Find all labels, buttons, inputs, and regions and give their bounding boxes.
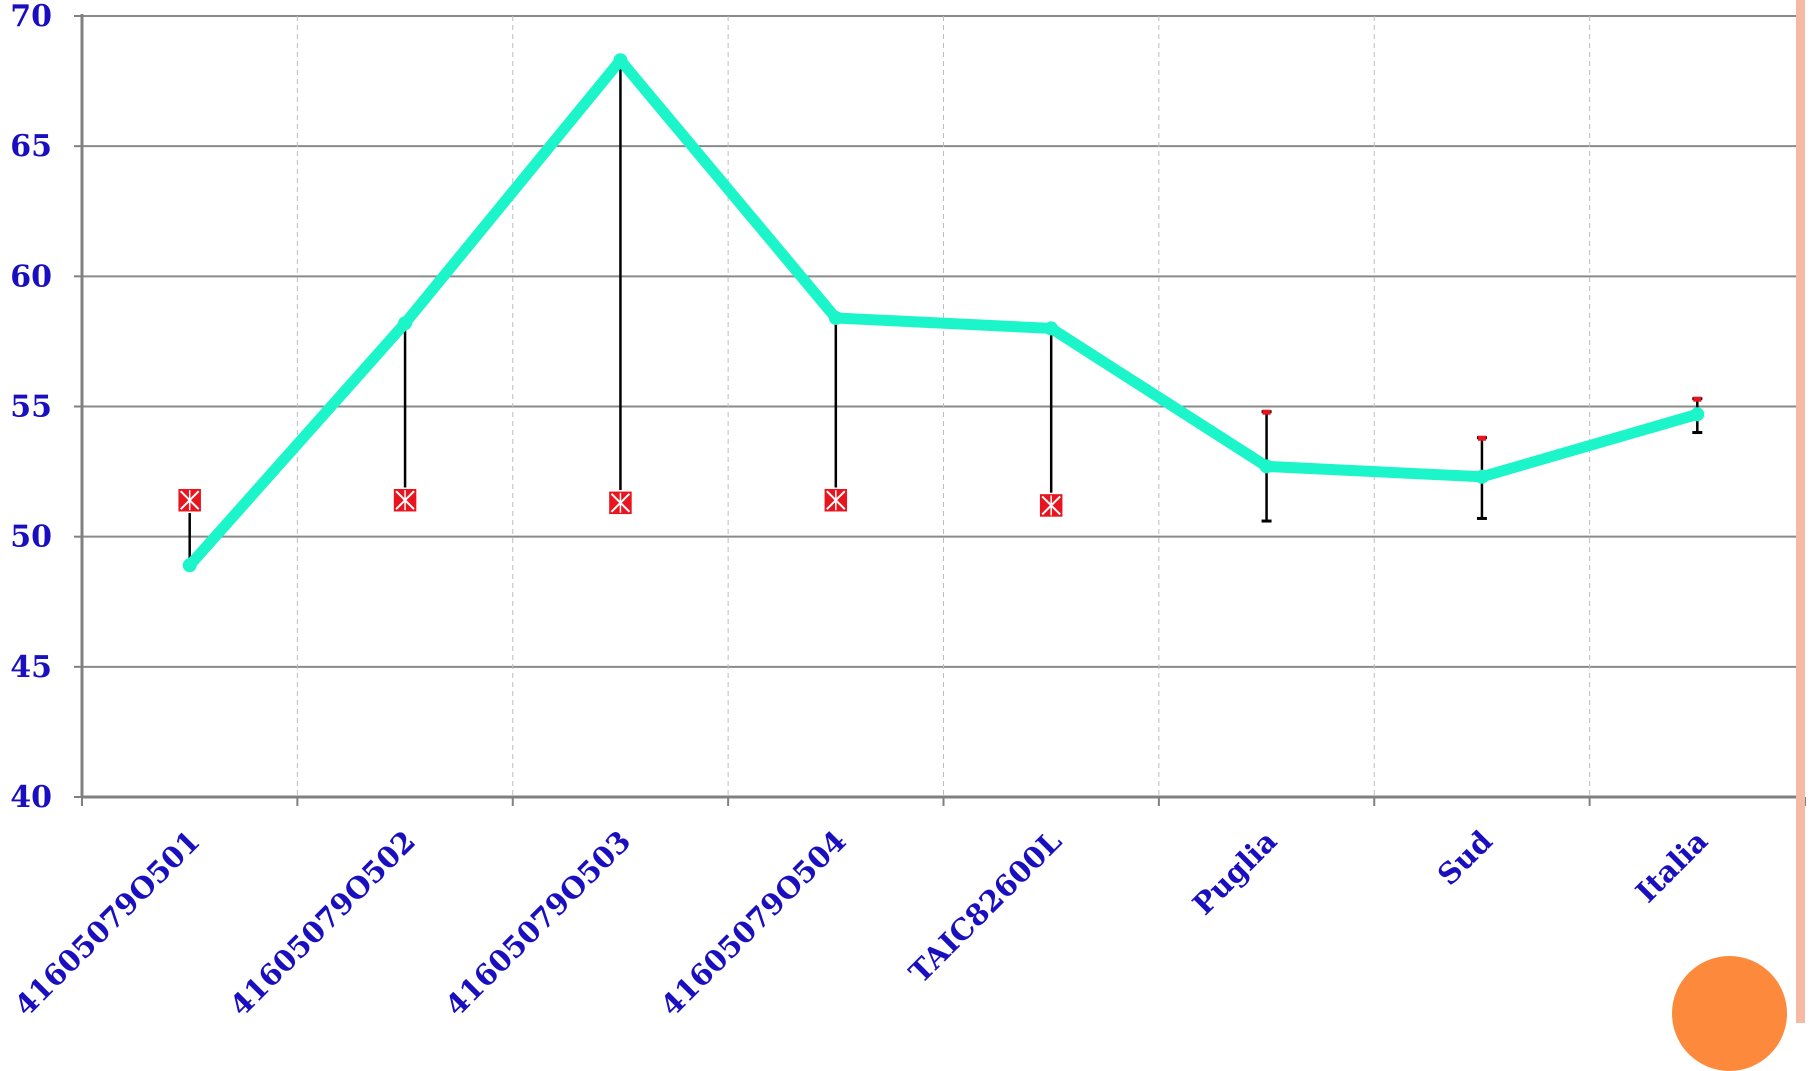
x-tick-label: Italia (1629, 824, 1714, 909)
series-layer (182, 53, 1705, 573)
error-bars (1261, 397, 1703, 523)
data-point (613, 53, 628, 68)
y-tick-label: 50 (10, 520, 52, 555)
reference-marker (1693, 396, 1702, 402)
data-point (398, 316, 413, 331)
x-tick-label: 41605079O501 (8, 824, 207, 1023)
reference-marker (607, 490, 634, 516)
reference-marker (1038, 492, 1064, 519)
y-tick-label: 55 (10, 390, 52, 425)
x-tick-label: Sud (1431, 824, 1499, 892)
x-tick-label: 41605079O502 (223, 824, 422, 1023)
data-point (1474, 469, 1489, 484)
reference-markers (176, 396, 1702, 519)
series-line (184, 54, 1703, 571)
x-tick-label: 41605079O503 (439, 824, 638, 1023)
decorative-side-bar (1796, 0, 1805, 1023)
vertical-gridlines (296, 16, 1591, 797)
drop-lines (188, 60, 1053, 566)
y-tick-label: 70 (10, 0, 52, 34)
data-point (1259, 459, 1274, 474)
reference-marker (392, 487, 418, 513)
y-axis-tick-labels: 40 45 50 55 60 65 70 (10, 0, 52, 815)
reference-marker (823, 487, 849, 513)
x-axis-tick-labels: 41605079O501 41605079O502 41605079O503 4160… (8, 824, 1715, 1023)
x-tick-label: 41605079O504 (654, 824, 853, 1023)
y-tick-label: 45 (10, 650, 52, 685)
reference-marker (1477, 435, 1486, 441)
decorative-orange-circle (1672, 956, 1787, 1071)
y-tick-label: 60 (10, 259, 52, 294)
x-tick-label: TAIC82600L (902, 824, 1068, 990)
reference-marker (1262, 409, 1271, 415)
x-tick-label: Puglia (1186, 824, 1284, 922)
data-point (1044, 321, 1059, 336)
reference-marker (176, 487, 203, 513)
data-point (182, 558, 197, 573)
y-tick-label: 65 (10, 129, 52, 164)
data-point (828, 310, 843, 325)
y-tick-label: 40 (10, 780, 52, 815)
data-point (1690, 407, 1705, 422)
axes (74, 14, 1806, 806)
